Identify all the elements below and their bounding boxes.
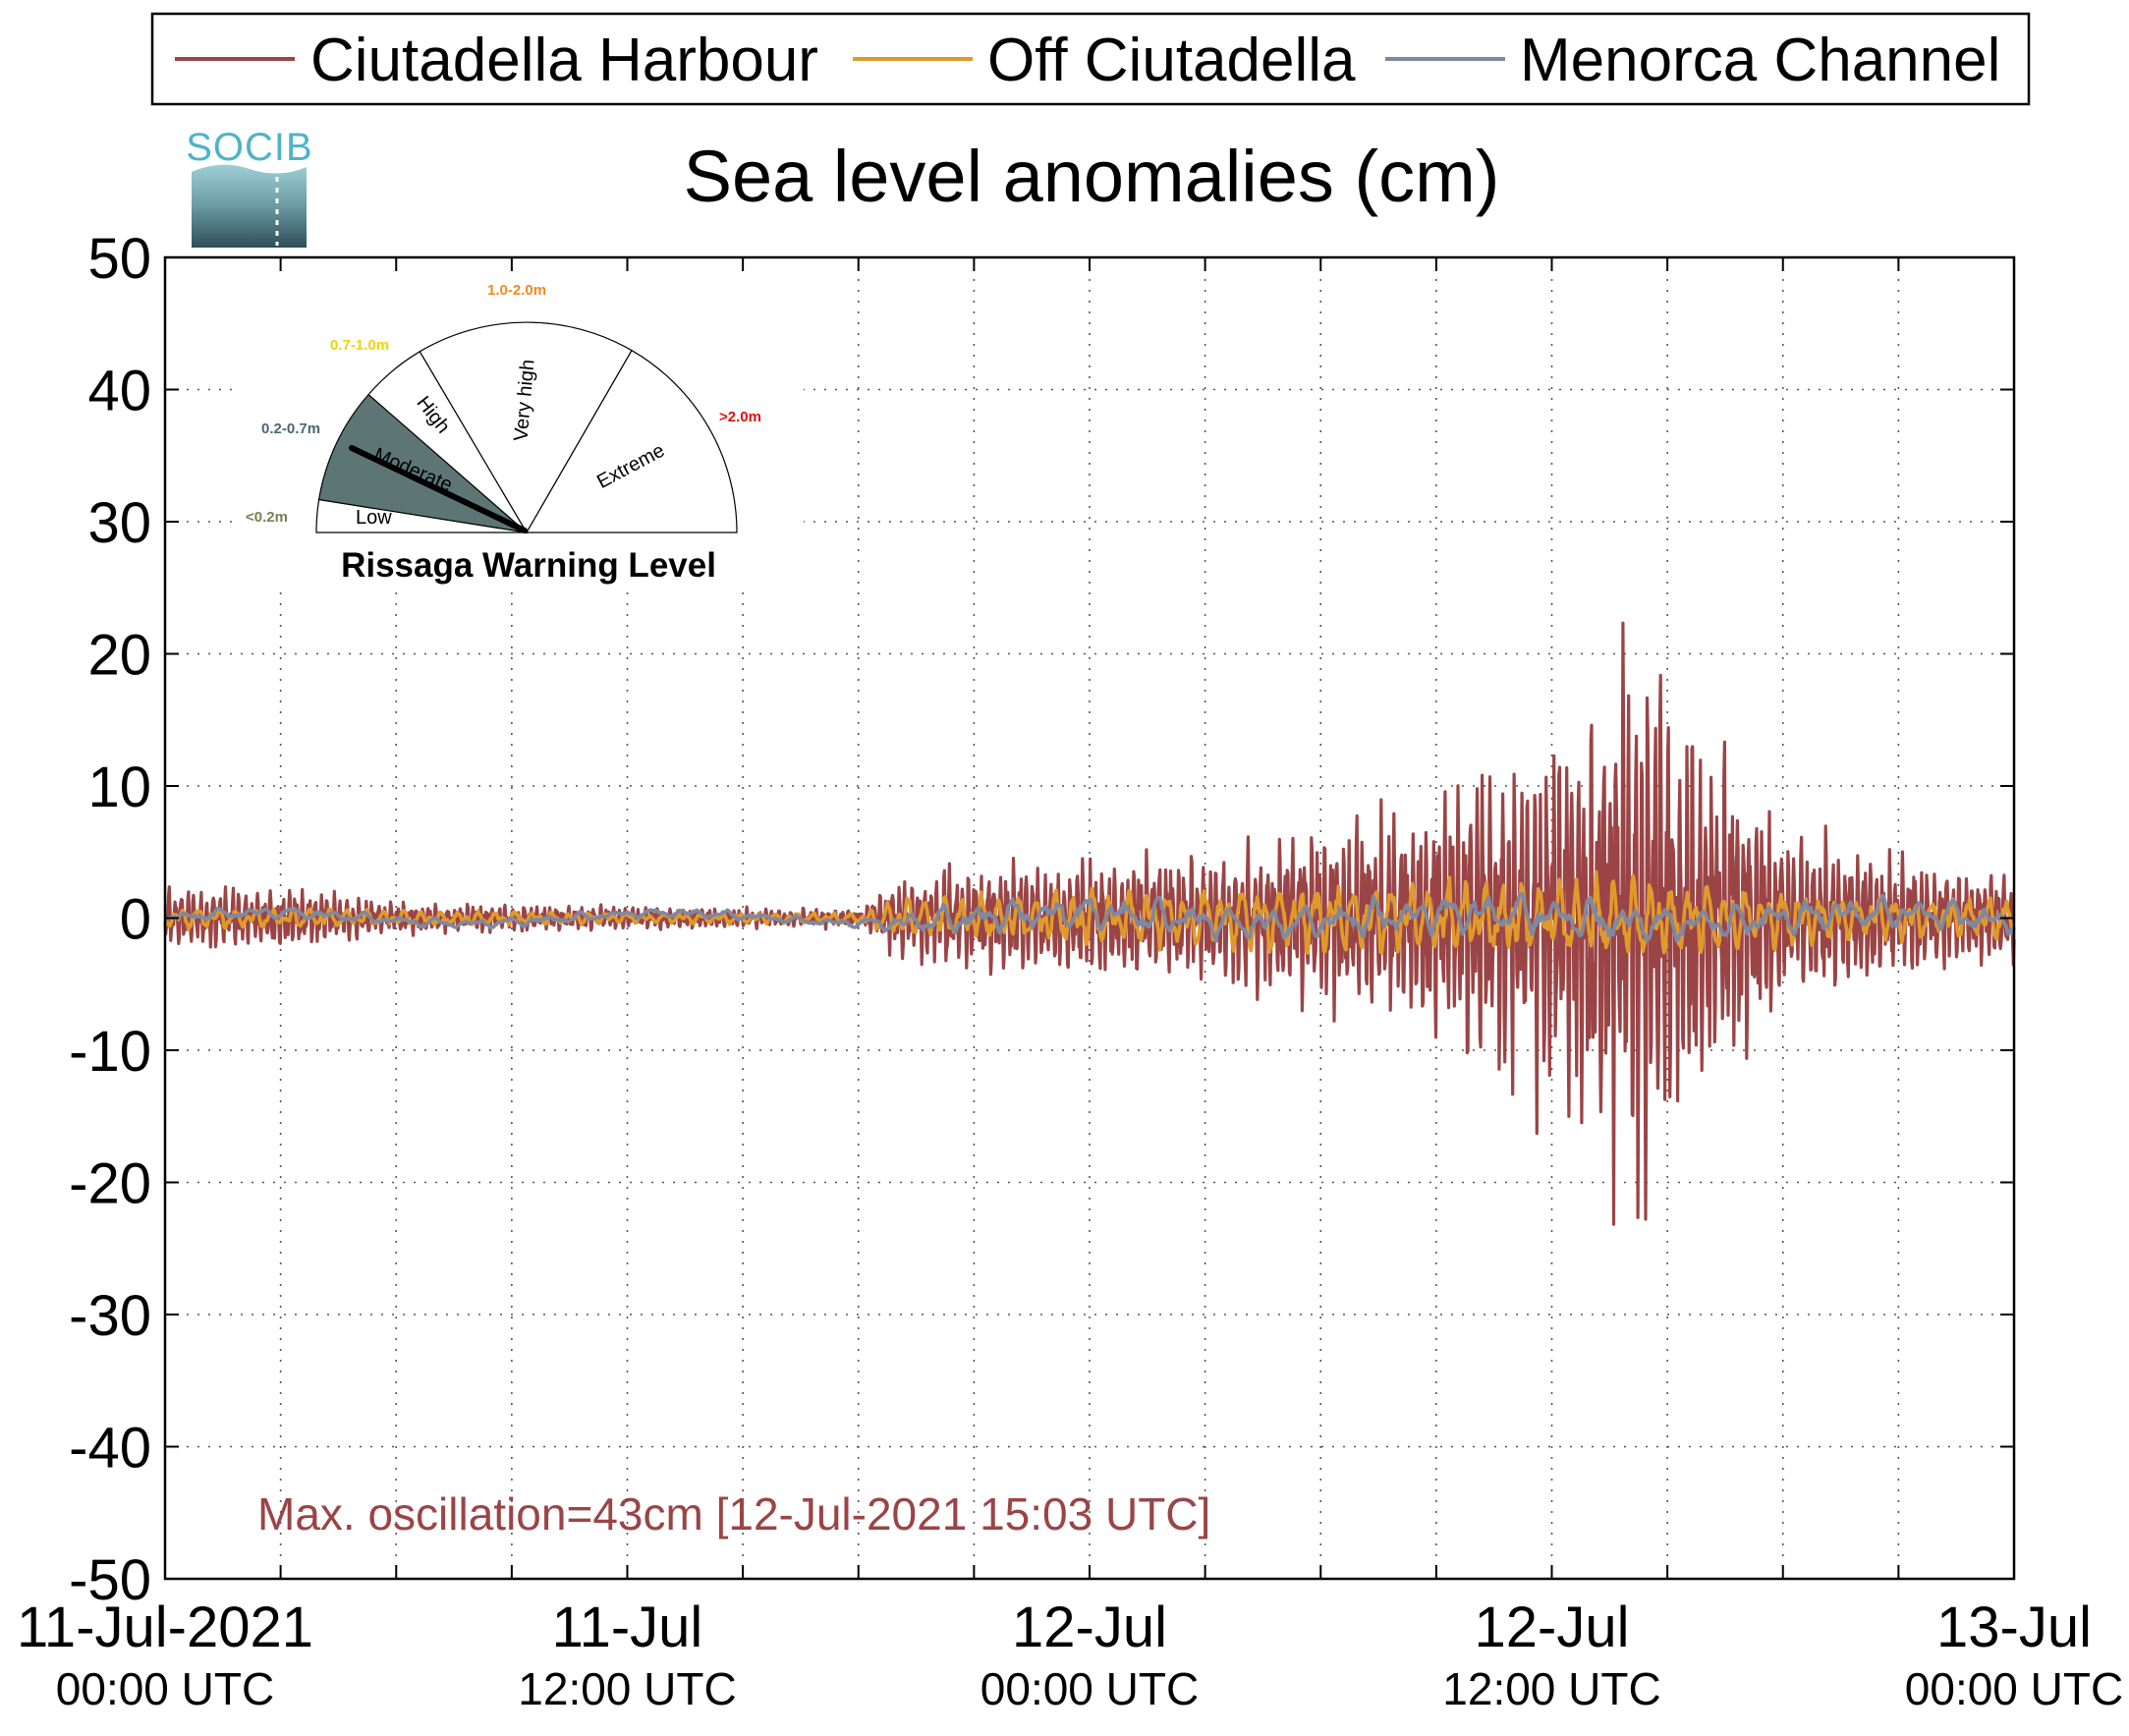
x-tick-label-date: 12-Jul xyxy=(1012,1596,1167,1659)
y-tick-label: 20 xyxy=(87,624,151,688)
chart-title: Sea level anomalies (cm) xyxy=(684,136,1500,217)
gauge-sector-extreme xyxy=(525,349,738,533)
gauge-range-extreme: >2.0m xyxy=(719,409,761,425)
gauge-label-low: Low xyxy=(356,507,392,529)
gauge-range-high: 0.7-1.0m xyxy=(330,337,389,354)
x-tick-label-date: 13-Jul xyxy=(1936,1596,2092,1659)
y-tick-label: 30 xyxy=(87,491,151,555)
socib-logo: SOCIB xyxy=(186,126,312,248)
gauge-range-moderate: 0.2-0.7m xyxy=(261,420,320,437)
legend-label-ciutadella-harbour: Ciutadella Harbour xyxy=(310,27,818,94)
gauge-title: Rissaga Warning Level xyxy=(341,546,716,585)
x-tick-label-date: 12-Jul xyxy=(1475,1596,1630,1659)
x-tick-label-time: 00:00 UTC xyxy=(1905,1663,2123,1714)
y-tick-labels: 50 40 30 20 10 0 -10 -20 -30 -40 -50 xyxy=(69,227,151,1612)
y-tick-label: 50 xyxy=(87,227,151,291)
x-tick-label-time: 12:00 UTC xyxy=(518,1663,736,1714)
legend: Ciutadella Harbour Off Ciutadella Menorc… xyxy=(150,12,2031,106)
x-tick-label-time: 00:00 UTC xyxy=(56,1663,274,1714)
y-tick-label: 0 xyxy=(120,888,151,952)
legend-box xyxy=(150,12,2031,106)
logo-text: SOCIB xyxy=(186,126,312,169)
legend-label-menorca-channel: Menorca Channel xyxy=(1520,27,2000,94)
series-lines xyxy=(163,621,2016,1226)
x-tick-label-date: 11-Jul-2021 xyxy=(17,1596,313,1659)
legend-label-off-ciutadella: Off Ciutadella xyxy=(987,27,1356,94)
max-oscillation-annotation: Max. oscillation=43cm [12-Jul-2021 15:03… xyxy=(257,1488,1210,1540)
y-tick-label: -50 xyxy=(69,1548,151,1612)
gauge-range-very-high: 1.0-2.0m xyxy=(487,282,546,299)
x-tick-label-time: 00:00 UTC xyxy=(980,1663,1199,1714)
gauge-needle xyxy=(349,445,528,533)
y-tick-label: 10 xyxy=(87,756,151,819)
gauge-sector-very-high xyxy=(419,321,633,534)
y-tick-label: -40 xyxy=(69,1417,151,1481)
axis-ticks xyxy=(165,256,2014,1580)
gauge-range-low: <0.2m xyxy=(246,509,288,526)
logo-wave xyxy=(192,164,307,248)
y-tick-label: -30 xyxy=(69,1284,151,1348)
y-tick-label: -10 xyxy=(69,1020,151,1084)
series-line-menorca-channel xyxy=(163,892,2016,943)
y-tick-label: -20 xyxy=(69,1152,151,1216)
x-tick-label-date: 11-Jul xyxy=(552,1596,703,1659)
y-tick-label: 40 xyxy=(87,360,151,423)
rissaga-warning-gauge: Low Moderate High Very high Extreme <0.2… xyxy=(234,275,804,589)
x-tick-label-time: 12:00 UTC xyxy=(1442,1663,1660,1714)
gauge-sector-moderate xyxy=(317,393,529,533)
